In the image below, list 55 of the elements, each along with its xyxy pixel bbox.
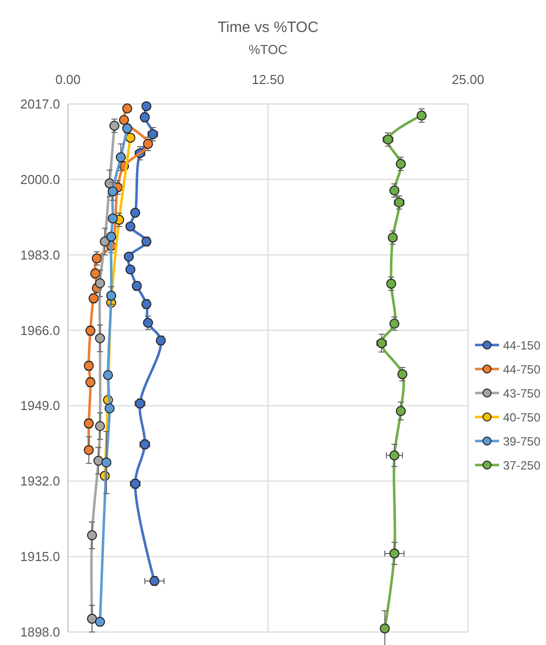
chart-title: Time vs %TOC: [218, 19, 319, 36]
y-tick-label: 1932.0: [20, 474, 60, 489]
point: [95, 333, 105, 344]
y-tick-label: 1983.0: [20, 247, 60, 262]
point: [124, 252, 134, 262]
point: [389, 318, 400, 329]
y-tick-label: 2017.0: [20, 96, 60, 112]
point: [380, 623, 390, 634]
legend-label: 40-750: [503, 410, 541, 424]
y-tick-label: 1898.0: [20, 624, 60, 640]
legend-label: 44-750: [503, 362, 541, 376]
point: [116, 152, 126, 162]
x-tick-label: 12.50: [252, 72, 284, 87]
point: [108, 186, 118, 196]
point: [389, 186, 400, 196]
point: [389, 450, 400, 460]
y-tick-label: 1966.0: [20, 322, 60, 338]
point: [101, 458, 112, 468]
point: [95, 616, 105, 627]
point: [103, 370, 113, 380]
point: [122, 103, 132, 114]
point: [396, 158, 406, 169]
point: [119, 114, 129, 125]
point: [106, 232, 116, 242]
y-tick-label: 1949.0: [20, 398, 60, 414]
point: [106, 290, 116, 301]
point: [416, 110, 427, 121]
point: [125, 264, 136, 274]
point: [389, 548, 400, 558]
point: [84, 445, 94, 456]
point: [143, 138, 153, 149]
point: [125, 221, 136, 232]
legend-label: 44-150: [503, 338, 541, 352]
y-tick-label: 1915.0: [20, 549, 60, 564]
point: [388, 232, 398, 243]
point: [87, 530, 97, 540]
x-tick-label: 25.00: [452, 72, 484, 87]
point: [95, 278, 105, 288]
point: [130, 208, 140, 218]
legend-label: 39-750: [503, 434, 541, 448]
point: [396, 406, 406, 416]
point: [92, 253, 102, 264]
point: [87, 614, 97, 624]
legend-label: 37-250: [503, 458, 541, 472]
legend-label: 43-750: [503, 386, 541, 400]
x-axis-title: %TOC: [248, 42, 288, 57]
point: [104, 403, 115, 414]
point: [100, 236, 110, 247]
y-tick-label: 2000.0: [20, 172, 60, 187]
point: [108, 213, 118, 224]
point: [93, 456, 104, 466]
point: [95, 421, 105, 432]
x-tick-label: 0.00: [55, 72, 81, 87]
point: [141, 101, 152, 112]
point: [125, 132, 136, 143]
